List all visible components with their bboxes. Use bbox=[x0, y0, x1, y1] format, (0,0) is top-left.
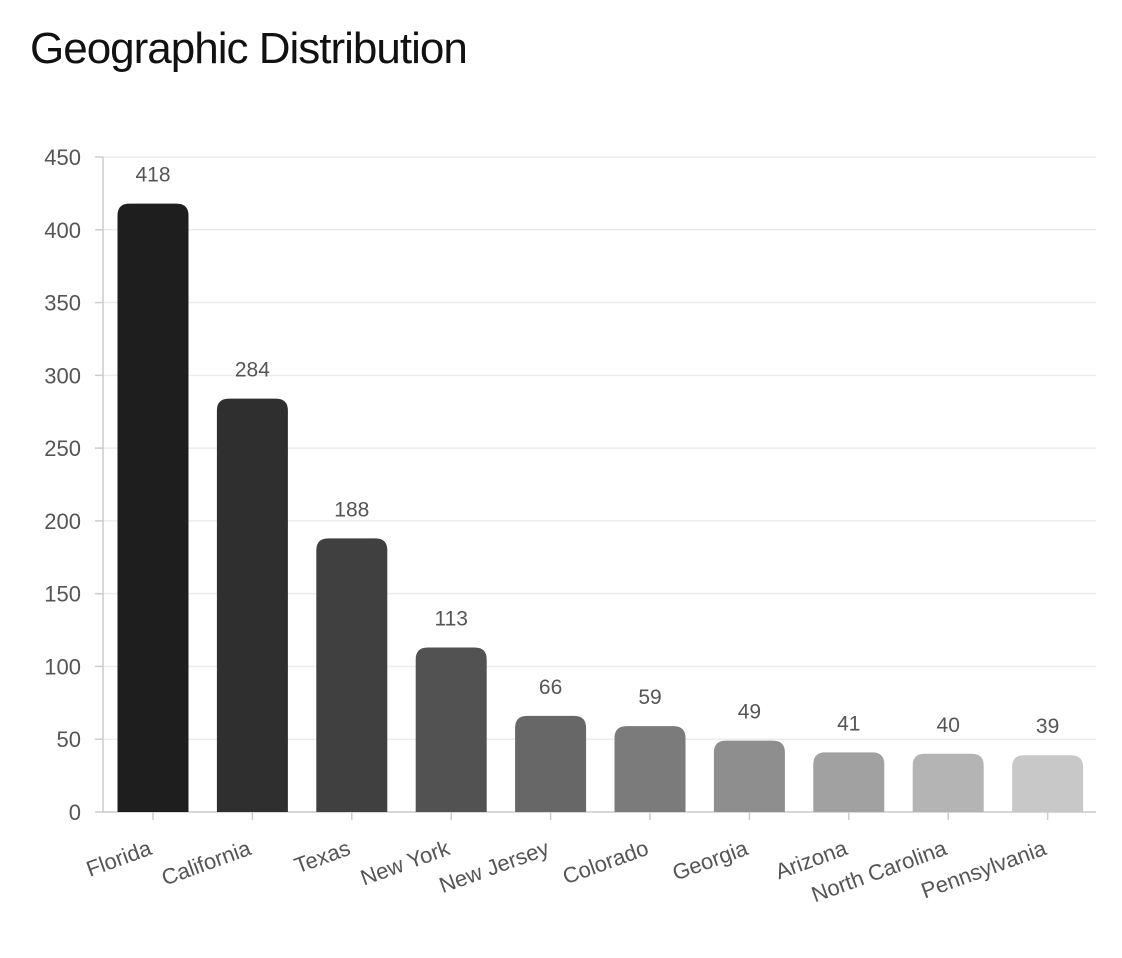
y-axis-ticks: 0 50 100 150 200 250 300 350 400 450 bbox=[44, 145, 103, 825]
x-tick-label: New Jersey bbox=[436, 835, 553, 898]
value-labels: 418 284 188 113 66 59 49 41 40 39 bbox=[135, 164, 1059, 739]
bar-texas[interactable] bbox=[316, 538, 388, 812]
y-tick-label: 250 bbox=[44, 436, 81, 461]
value-label: 418 bbox=[135, 164, 170, 187]
value-label: 40 bbox=[937, 714, 960, 737]
value-label: 284 bbox=[235, 359, 270, 382]
x-tick-label: Colorado bbox=[559, 835, 651, 889]
y-tick-label: 50 bbox=[57, 727, 81, 752]
y-tick-label: 350 bbox=[44, 291, 81, 316]
y-tick-label: 450 bbox=[44, 145, 81, 170]
y-tick-label: 400 bbox=[44, 218, 81, 243]
bar-pennsylvania[interactable] bbox=[1012, 755, 1084, 812]
bar-florida[interactable] bbox=[117, 203, 189, 813]
y-tick-label: 300 bbox=[44, 363, 81, 388]
y-tick-label: 0 bbox=[69, 800, 81, 825]
value-label: 66 bbox=[539, 676, 562, 699]
y-tick-label: 150 bbox=[44, 582, 81, 607]
value-label: 113 bbox=[434, 608, 467, 631]
x-tick-label: Georgia bbox=[669, 835, 752, 886]
value-label: 41 bbox=[837, 712, 860, 735]
value-label: 59 bbox=[638, 686, 661, 709]
y-tick-label: 200 bbox=[44, 509, 81, 534]
bar-arizona[interactable] bbox=[813, 752, 885, 812]
bar-north-carolina[interactable] bbox=[912, 753, 984, 812]
bars bbox=[117, 203, 1084, 813]
x-tick-label: California bbox=[158, 835, 255, 891]
bar-colorado[interactable] bbox=[614, 726, 686, 812]
value-label: 49 bbox=[738, 701, 761, 724]
bar-new-jersey[interactable] bbox=[515, 715, 587, 812]
bar-california[interactable] bbox=[216, 398, 288, 812]
y-tick-label: 100 bbox=[44, 654, 81, 679]
chart-title: Geographic Distribution bbox=[30, 24, 468, 73]
bar-new-york[interactable] bbox=[415, 647, 487, 812]
value-label: 39 bbox=[1036, 715, 1059, 738]
x-tick-label: Florida bbox=[83, 835, 155, 882]
bar-georgia[interactable] bbox=[713, 740, 785, 812]
value-label: 188 bbox=[334, 498, 369, 521]
x-tick-label: Texas bbox=[291, 835, 354, 878]
